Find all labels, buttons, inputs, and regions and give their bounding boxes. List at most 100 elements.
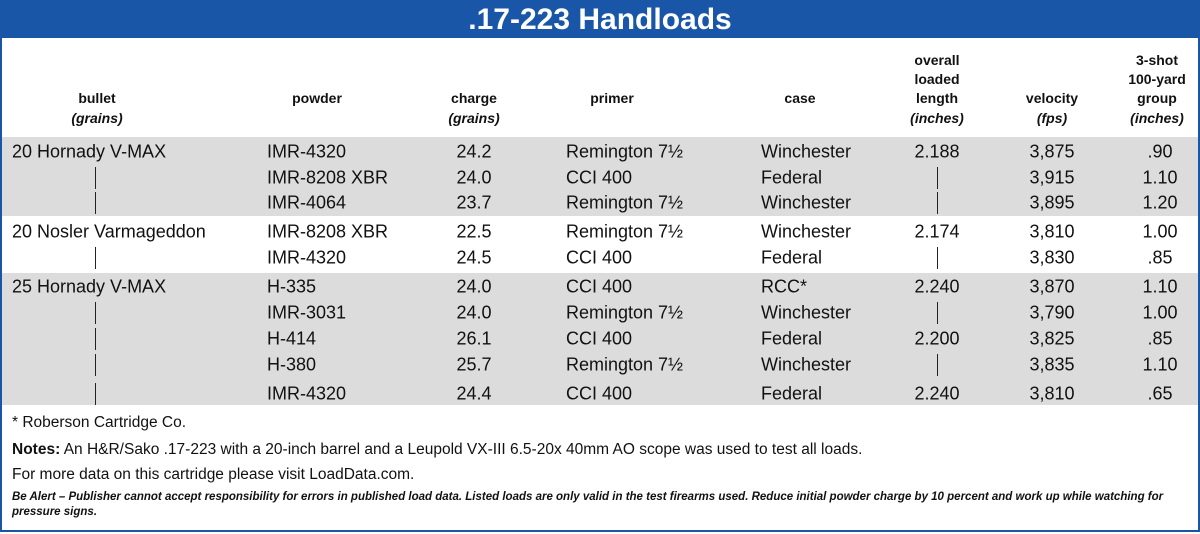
column-header: charge [451, 90, 497, 106]
table-cell: 24.4 [456, 383, 492, 404]
table-cell: 24.0 [456, 276, 492, 297]
table-cell: .85 [1147, 247, 1173, 268]
disclaimer: Be Alert – Publisher cannot accept respo… [12, 491, 1164, 518]
continuation-line [95, 247, 96, 269]
table-cell: H-380 [267, 354, 317, 375]
continuation-line [95, 167, 96, 189]
table-cell: Remington 7½ [566, 221, 684, 242]
table-cell: 2.240 [914, 276, 960, 297]
column-header: length [916, 90, 958, 106]
table-cell: CCI 400 [566, 247, 633, 268]
table-title: .17-223 Handloads [2, 0, 1198, 38]
continuation-line [937, 167, 938, 189]
table-cell: IMR-8208 XBR [267, 221, 389, 242]
more-info: For more data on this cartridge please v… [12, 466, 415, 483]
table-cell: 3,875 [1029, 141, 1075, 162]
table-cell: H-414 [267, 328, 317, 349]
column-header: overall [914, 52, 960, 68]
table-cell: CCI 400 [566, 167, 633, 188]
table-cell: 1.20 [1142, 192, 1178, 213]
table-cell: 25 Hornady V-MAX [12, 276, 167, 297]
table-cell: CCI 400 [566, 276, 633, 297]
table-cell: 3,915 [1029, 167, 1075, 188]
footnote: * Roberson Cartridge Co. [12, 414, 187, 431]
table-cell: Remington 7½ [566, 302, 684, 323]
table-cell: 3,895 [1029, 192, 1075, 213]
table-cell: 2.200 [914, 328, 960, 349]
table-cell: 3,790 [1029, 302, 1075, 323]
notes: Notes: An H&R/Sako .17-223 with a 20-inc… [12, 441, 862, 459]
table-cell: 1.10 [1142, 354, 1178, 375]
table-cell: 3,835 [1029, 354, 1075, 375]
continuation-line [95, 302, 96, 324]
table-cell: 24.0 [456, 302, 492, 323]
table-cell: 20 Nosler Varmageddon [12, 221, 206, 242]
table-cell: 22.5 [456, 221, 492, 242]
column-unit: (grains) [448, 110, 500, 126]
column-header: case [784, 90, 816, 106]
table-cell: 1.10 [1142, 276, 1178, 297]
column-header: group [1137, 90, 1177, 106]
table-cell: Winchester [761, 192, 852, 213]
notes-text: An H&R/Sako .17-223 with a 20-inch barre… [63, 441, 863, 458]
column-unit: (inches) [910, 110, 964, 126]
continuation-line [937, 192, 938, 214]
table-cell: 1.10 [1142, 167, 1178, 188]
table-cell: Federal [761, 328, 823, 349]
table-cell: IMR-3031 [267, 302, 347, 323]
column-header: powder [292, 90, 342, 106]
table-cell: Federal [761, 247, 823, 268]
table-cell: RCC* [761, 276, 808, 297]
table-cell: 2.188 [914, 141, 960, 162]
continuation-line [95, 354, 96, 376]
table-cell: 24.0 [456, 167, 492, 188]
table-cell: 25.7 [456, 354, 492, 375]
table-cell: IMR-4320 [267, 247, 347, 268]
table-cell: H-335 [267, 276, 317, 297]
table-cell: 24.2 [456, 141, 492, 162]
table-cell: .90 [1147, 141, 1173, 162]
table-cell: IMR-4064 [267, 192, 347, 213]
table-cell: 3,810 [1029, 383, 1075, 404]
table-cell: Winchester [761, 221, 852, 242]
table-cell: 20 Hornady V-MAX [12, 141, 167, 162]
table-cell: IMR-4320 [267, 383, 347, 404]
continuation-line [95, 192, 96, 214]
table-cell: 2.240 [914, 383, 960, 404]
table-cell: Federal [761, 383, 823, 404]
table-cell: .85 [1147, 328, 1173, 349]
table-cell: CCI 400 [566, 383, 633, 404]
column-header: primer [590, 90, 634, 106]
column-unit: (inches) [1130, 110, 1184, 126]
row-band [2, 137, 1198, 216]
table-cell: Remington 7½ [566, 354, 684, 375]
table-cell: IMR-4320 [267, 141, 347, 162]
table-cell: 3,830 [1029, 247, 1075, 268]
column-header: loaded [914, 71, 960, 87]
table-cell: 24.5 [456, 247, 492, 268]
continuation-line [95, 328, 96, 350]
table-cell: CCI 400 [566, 328, 633, 349]
table-cell: 26.1 [456, 328, 492, 349]
table-cell: 3,870 [1029, 276, 1075, 297]
table-cell: 2.174 [914, 221, 960, 242]
table-cell: .65 [1147, 383, 1173, 404]
continuation-line [937, 247, 938, 269]
table-cell: Federal [761, 167, 823, 188]
table-cell: 3,825 [1029, 328, 1075, 349]
column-header: 100-yard [1128, 71, 1186, 87]
row-band [2, 273, 1198, 405]
continuation-line [95, 383, 96, 405]
table-cell: Winchester [761, 141, 852, 162]
table-cell: Winchester [761, 354, 852, 375]
continuation-line [937, 354, 938, 376]
table-cell: 1.00 [1142, 302, 1178, 323]
column-header: velocity [1025, 90, 1079, 106]
column-unit: (grains) [71, 110, 123, 126]
table-cell: Remington 7½ [566, 141, 684, 162]
column-header: 3-shot [1136, 52, 1178, 68]
continuation-line [937, 302, 938, 324]
table-cell: Remington 7½ [566, 192, 684, 213]
table-cell: Winchester [761, 302, 852, 323]
